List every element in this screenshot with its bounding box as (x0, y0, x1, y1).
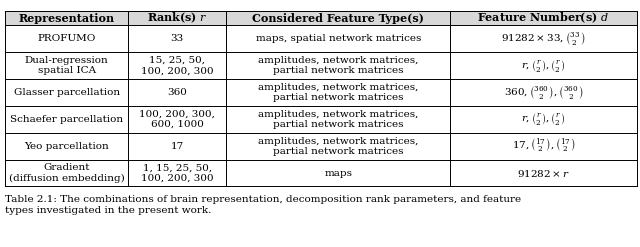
Text: PROFUMO: PROFUMO (38, 34, 96, 43)
Polygon shape (5, 11, 637, 25)
Text: $91282 \times r$: $91282 \times r$ (517, 167, 570, 179)
Text: Representation: Representation (19, 13, 115, 24)
Text: maps, spatial network matrices: maps, spatial network matrices (255, 34, 421, 43)
Text: $r, \binom{r}{2}, \binom{r}{2}$: $r, \binom{r}{2}, \binom{r}{2}$ (522, 58, 566, 74)
Text: Yeo parcellation: Yeo parcellation (24, 142, 109, 151)
Text: Schaefer parcellation: Schaefer parcellation (10, 115, 124, 124)
Text: Gradient
(diffusion embedding): Gradient (diffusion embedding) (9, 163, 125, 183)
Text: 100, 200, 300,
600, 1000: 100, 200, 300, 600, 1000 (140, 110, 215, 129)
Text: Table 2.1: The combinations of brain representation, decomposition rank paramete: Table 2.1: The combinations of brain rep… (5, 195, 521, 215)
Text: amplitudes, network matrices,
partial network matrices: amplitudes, network matrices, partial ne… (258, 83, 419, 102)
Text: $360, \binom{360}{2}, \binom{360}{2}$: $360, \binom{360}{2}, \binom{360}{2}$ (504, 84, 584, 101)
Text: 33: 33 (171, 34, 184, 43)
Text: amplitudes, network matrices,
partial network matrices: amplitudes, network matrices, partial ne… (258, 137, 419, 156)
Text: Rank(s) $r$: Rank(s) $r$ (147, 11, 207, 25)
Text: amplitudes, network matrices,
partial network matrices: amplitudes, network matrices, partial ne… (258, 110, 419, 129)
Text: 17: 17 (171, 142, 184, 151)
Text: 360: 360 (167, 88, 187, 97)
Text: Dual-regression
spatial ICA: Dual-regression spatial ICA (25, 56, 109, 75)
Text: 15, 25, 50,
100, 200, 300: 15, 25, 50, 100, 200, 300 (141, 56, 214, 75)
Text: $r, \binom{r}{2}, \binom{r}{2}$: $r, \binom{r}{2}, \binom{r}{2}$ (522, 111, 566, 127)
Text: Glasser parcellation: Glasser parcellation (13, 88, 120, 97)
Text: maps: maps (324, 168, 353, 178)
Text: Considered Feature Type(s): Considered Feature Type(s) (252, 13, 424, 24)
Text: $91282 \times 33, \binom{33}{2}$: $91282 \times 33, \binom{33}{2}$ (501, 30, 586, 47)
Text: Feature Number(s) $d$: Feature Number(s) $d$ (477, 11, 610, 25)
Text: 1, 15, 25, 50,
100, 200, 300: 1, 15, 25, 50, 100, 200, 300 (141, 163, 214, 183)
Text: $17, \binom{17}{2}, \binom{17}{2}$: $17, \binom{17}{2}, \binom{17}{2}$ (511, 137, 575, 155)
Text: amplitudes, network matrices,
partial network matrices: amplitudes, network matrices, partial ne… (258, 56, 419, 75)
